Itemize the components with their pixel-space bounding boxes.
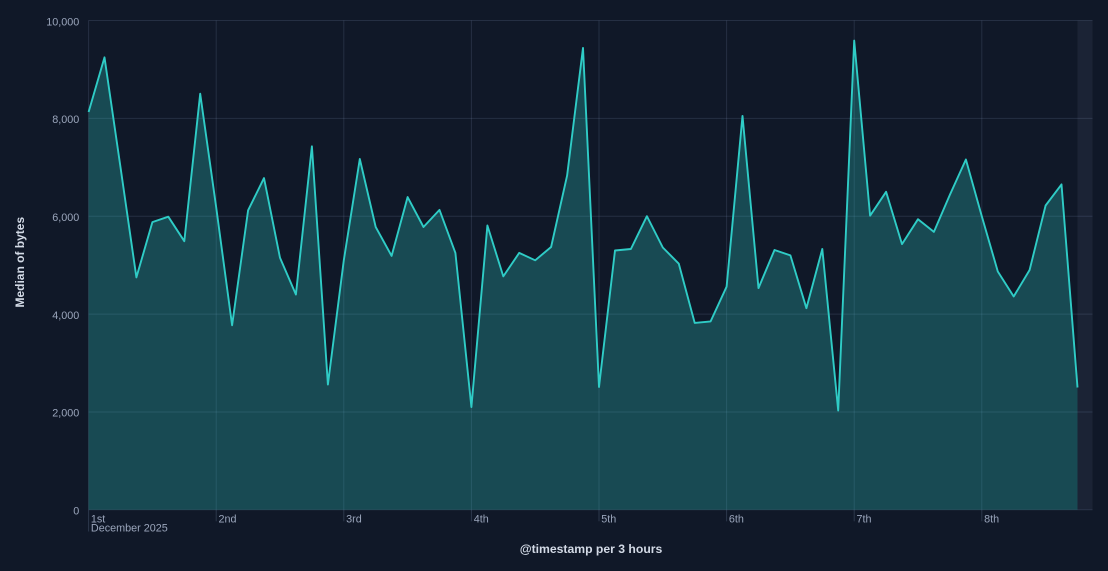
- svg-text:December 2025: December 2025: [91, 523, 168, 535]
- svg-text:4th: 4th: [474, 514, 489, 526]
- svg-text:8th: 8th: [984, 514, 999, 526]
- svg-text:5th: 5th: [601, 514, 616, 526]
- svg-text:10,000: 10,000: [46, 16, 79, 28]
- svg-text:4,000: 4,000: [52, 310, 79, 322]
- svg-text:Median of bytes: Median of bytes: [13, 217, 27, 308]
- svg-text:2nd: 2nd: [219, 514, 237, 526]
- svg-text:6,000: 6,000: [52, 212, 79, 224]
- svg-text:3rd: 3rd: [346, 514, 362, 526]
- svg-text:@timestamp per 3 hours: @timestamp per 3 hours: [520, 542, 663, 556]
- svg-text:1st: 1st: [91, 514, 105, 526]
- svg-text:0: 0: [73, 506, 79, 518]
- svg-text:7th: 7th: [857, 514, 872, 526]
- svg-text:2,000: 2,000: [52, 408, 79, 420]
- svg-text:8,000: 8,000: [52, 114, 79, 126]
- svg-text:6th: 6th: [729, 514, 744, 526]
